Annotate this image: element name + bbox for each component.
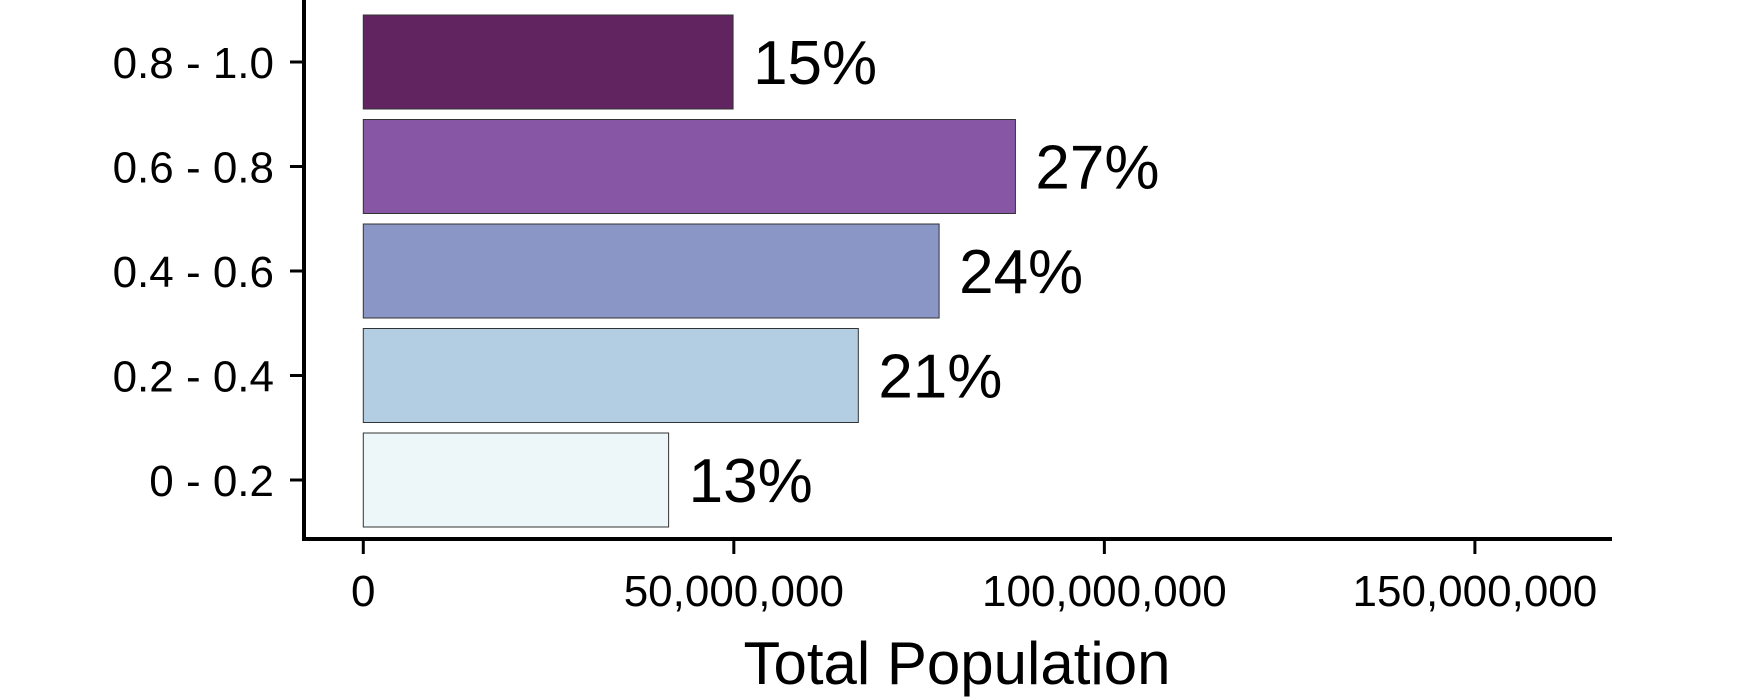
bar-value-label: 24% — [959, 238, 1083, 307]
y-tick-label: 0.4 - 0.6 — [113, 248, 274, 297]
bar — [362, 223, 940, 319]
bar-value-label: 13% — [689, 447, 813, 516]
x-tick-label: 50,000,000 — [624, 567, 844, 616]
y-tick-label: 0.6 - 0.8 — [113, 144, 274, 193]
bar — [362, 119, 1016, 214]
y-tick-label: 0.8 - 1.0 — [113, 39, 274, 88]
x-axis-title: Total Population — [744, 630, 1171, 697]
bar — [362, 328, 859, 423]
x-ticks-group: 0 50,000,000 100,000,000 150,000,000 — [351, 539, 1597, 616]
bar — [362, 14, 734, 110]
bar-value-label: 21% — [878, 343, 1002, 412]
x-tick-label: 100,000,000 — [982, 567, 1227, 616]
bar-value-label: 15% — [753, 29, 877, 98]
y-tick-label: 0.2 - 0.4 — [113, 353, 274, 402]
x-tick-label: 0 — [351, 567, 375, 616]
y-ticks-group: 0.8 - 1.0 0.6 - 0.8 0.4 - 0.6 0.2 - 0.4 0 - … — [113, 39, 304, 506]
x-tick-label: 150,000,000 — [1353, 567, 1598, 616]
bar-value-label: 27% — [1035, 134, 1159, 203]
bar-labels-group: 15% 27% 24% 21% 13% — [689, 29, 1160, 516]
bars-group — [362, 14, 1016, 528]
y-tick-label: 0 - 0.2 — [149, 457, 274, 506]
bar — [362, 432, 670, 528]
